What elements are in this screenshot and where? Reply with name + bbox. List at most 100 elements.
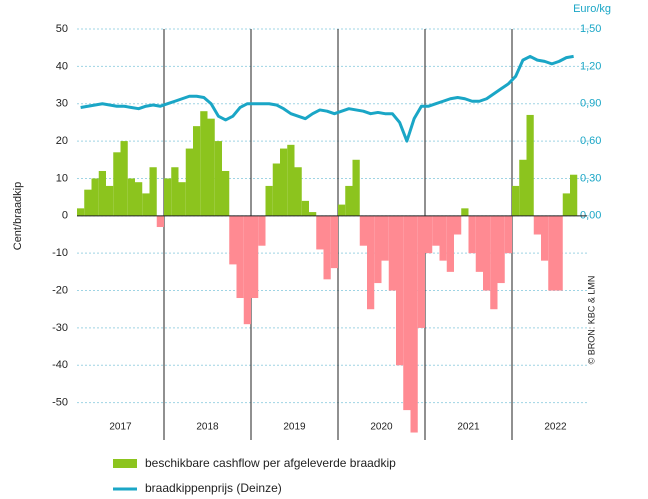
bar xyxy=(258,215,266,246)
bar xyxy=(251,215,259,299)
bar xyxy=(149,167,157,216)
bar xyxy=(396,215,404,366)
bar xyxy=(156,215,164,228)
bar xyxy=(381,215,389,261)
legend-label: braadkippenprijs (Deinze) xyxy=(145,481,282,495)
bar xyxy=(106,185,114,216)
bar xyxy=(214,141,222,216)
bar xyxy=(454,215,462,235)
bar xyxy=(171,167,179,216)
bar xyxy=(287,144,295,216)
y-tick-label: 50 xyxy=(56,23,68,35)
bar xyxy=(533,215,541,235)
bar xyxy=(570,174,578,216)
y-tick-label: -30 xyxy=(52,322,68,334)
bar xyxy=(367,215,375,310)
bar xyxy=(272,163,280,216)
bar xyxy=(425,215,433,254)
bar xyxy=(316,215,324,250)
bar xyxy=(178,182,186,216)
bar xyxy=(207,118,215,216)
bar xyxy=(164,178,172,216)
bar xyxy=(294,167,302,216)
y-tick-label: -10 xyxy=(52,247,68,259)
bar xyxy=(265,185,273,216)
y-tick-label: -20 xyxy=(52,284,68,296)
bar xyxy=(77,208,85,216)
y2-axis-title: Euro/kg xyxy=(573,3,611,15)
bar xyxy=(483,215,491,291)
bar xyxy=(439,215,447,261)
bar xyxy=(84,189,92,216)
bar xyxy=(345,185,353,216)
legend-label: beschikbare cashflow per afgeleverde bra… xyxy=(145,456,396,470)
bar xyxy=(475,215,483,272)
source: © BRON: KBC & LMN xyxy=(586,276,596,365)
bar xyxy=(185,148,193,216)
y2-tick-label: 1,20 xyxy=(580,60,601,72)
y-tick-label: 30 xyxy=(56,98,68,110)
bar xyxy=(504,215,512,254)
bar xyxy=(461,208,469,216)
y-tick-label: -40 xyxy=(52,359,68,371)
y2-tick-label: 0,30 xyxy=(580,172,601,184)
bar xyxy=(446,215,454,272)
bar xyxy=(497,215,505,284)
y2-tick-label: 1,50 xyxy=(580,23,601,35)
x-tick-label: 2018 xyxy=(196,422,219,433)
bar xyxy=(222,170,230,216)
bar xyxy=(120,141,128,216)
y-tick-label: 0 xyxy=(62,210,68,222)
bar xyxy=(548,215,556,291)
bar xyxy=(417,215,425,328)
x-tick-label: 2020 xyxy=(370,422,393,433)
bar xyxy=(193,126,201,216)
bar xyxy=(127,178,135,216)
bar xyxy=(410,215,418,433)
bar xyxy=(330,215,338,269)
y-tick-label: 40 xyxy=(56,60,68,72)
y2-tick-label: 0,60 xyxy=(580,135,601,147)
bar xyxy=(432,215,440,246)
legend-swatch xyxy=(113,459,137,468)
x-tick-label: 2017 xyxy=(109,422,132,433)
bar xyxy=(519,159,527,216)
bar xyxy=(490,215,498,310)
price-line xyxy=(80,54,574,143)
bar xyxy=(98,170,106,216)
bar xyxy=(91,178,99,216)
y-tick-label: 10 xyxy=(56,172,68,184)
bar xyxy=(301,200,309,216)
bar xyxy=(229,215,237,265)
bar xyxy=(388,215,396,291)
bar xyxy=(280,148,288,216)
bar xyxy=(468,215,476,254)
y-axis-title: Cent/braadkip xyxy=(12,182,24,251)
bar xyxy=(541,215,549,261)
bar xyxy=(323,215,331,280)
bar xyxy=(236,215,244,299)
bar xyxy=(512,185,520,216)
y2-tick-label: 0,00 xyxy=(580,210,601,222)
bar xyxy=(338,204,346,216)
x-tick-label: 2019 xyxy=(283,422,306,433)
bar xyxy=(135,182,143,216)
y-tick-label: -50 xyxy=(52,397,68,409)
bar xyxy=(352,159,360,216)
x-tick-label: 2022 xyxy=(544,422,567,433)
bar xyxy=(309,212,317,216)
bar xyxy=(243,215,251,325)
bar xyxy=(555,215,563,291)
bar xyxy=(113,152,121,216)
bar xyxy=(142,193,150,216)
bar xyxy=(526,114,534,216)
bar xyxy=(562,193,570,216)
y2-tick-label: 0,90 xyxy=(580,98,601,110)
x-tick-label: 2021 xyxy=(457,422,480,433)
y-tick-label: 20 xyxy=(56,135,68,147)
bar xyxy=(403,215,411,411)
bar xyxy=(359,215,367,246)
bar xyxy=(374,215,382,284)
bar xyxy=(200,111,208,216)
